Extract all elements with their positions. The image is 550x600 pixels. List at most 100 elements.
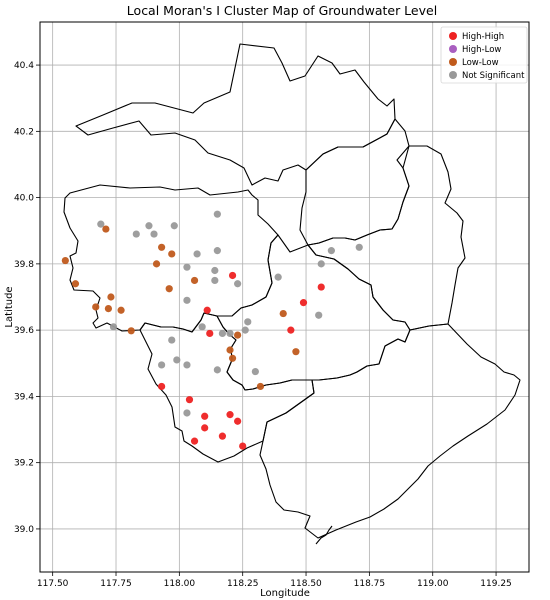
boundary-southeast-coast bbox=[259, 323, 521, 539]
point-not-significant bbox=[198, 323, 206, 331]
point-high-high bbox=[218, 432, 227, 440]
point-low-low bbox=[256, 382, 265, 391]
point-not-significant bbox=[168, 336, 176, 344]
point-not-significant bbox=[170, 222, 178, 230]
point-not-significant bbox=[244, 318, 252, 326]
point-high-high bbox=[299, 299, 308, 307]
point-high-high bbox=[203, 306, 211, 314]
point-high-high bbox=[190, 437, 199, 445]
x-tick-label: 118.75 bbox=[354, 579, 386, 589]
point-not-significant bbox=[211, 276, 219, 285]
point-low-low bbox=[61, 256, 69, 265]
point-low-low bbox=[152, 260, 161, 268]
point-not-significant bbox=[109, 323, 118, 331]
point-not-significant bbox=[150, 230, 158, 238]
cluster-points bbox=[61, 210, 363, 450]
y-tick-label: 40.0 bbox=[14, 194, 34, 204]
point-not-significant bbox=[97, 220, 105, 228]
legend-box bbox=[440, 26, 528, 84]
point-not-significant bbox=[183, 409, 191, 417]
point-low-low bbox=[102, 225, 110, 233]
point-low-low bbox=[165, 285, 173, 293]
point-not-significant bbox=[226, 329, 234, 338]
county-boundaries bbox=[63, 43, 521, 545]
y-tick-label: 40.2 bbox=[14, 127, 34, 137]
plot-area-frame bbox=[39, 21, 530, 573]
point-not-significant bbox=[317, 260, 325, 268]
point-not-significant bbox=[183, 296, 191, 304]
point-low-low bbox=[226, 346, 234, 354]
point-high-high bbox=[234, 417, 242, 425]
point-not-significant bbox=[213, 366, 221, 374]
y-tick-label: 39.6 bbox=[14, 326, 34, 336]
x-tick-label: 119.00 bbox=[417, 579, 449, 589]
point-low-low bbox=[292, 348, 300, 356]
point-not-significant bbox=[183, 263, 191, 271]
point-not-significant bbox=[213, 210, 221, 218]
point-not-significant bbox=[173, 356, 181, 364]
y-tick-label: 39.8 bbox=[14, 260, 34, 270]
point-high-high bbox=[226, 411, 234, 419]
point-high-high bbox=[185, 396, 194, 404]
boundary-island bbox=[315, 525, 333, 545]
x-tick-label: 118.00 bbox=[164, 579, 196, 589]
point-high-high bbox=[228, 271, 237, 280]
point-not-significant bbox=[251, 367, 259, 376]
point-low-low bbox=[104, 304, 113, 313]
axis-ticks: 117.50 117.75 118.00 118.25 118.50 118.75 119.… bbox=[14, 61, 512, 589]
legend-label: Not Significant bbox=[462, 71, 525, 81]
point-low-low bbox=[117, 306, 125, 314]
legend-marker bbox=[449, 45, 457, 53]
point-not-significant bbox=[132, 230, 140, 238]
point-not-significant bbox=[218, 329, 227, 338]
point-not-significant bbox=[193, 250, 201, 258]
point-low-low bbox=[92, 303, 100, 311]
legend-marker bbox=[449, 32, 457, 40]
legend-label: High-Low bbox=[462, 45, 501, 55]
point-high-high bbox=[201, 412, 209, 420]
x-tick-label: 118.25 bbox=[227, 579, 259, 589]
point-not-significant bbox=[213, 247, 221, 255]
point-low-low bbox=[107, 293, 115, 301]
point-not-significant bbox=[315, 311, 323, 319]
point-high-high bbox=[158, 382, 166, 391]
boundary-south-region bbox=[139, 312, 315, 463]
y-tick-label: 39.0 bbox=[14, 525, 34, 535]
y-tick-label: 39.4 bbox=[14, 392, 34, 402]
x-tick-label: 117.50 bbox=[37, 579, 69, 589]
point-not-significant bbox=[355, 243, 363, 251]
x-tick-label: 117.75 bbox=[100, 579, 132, 589]
legend: High-High High-Low Low-Low Not Significant bbox=[440, 26, 528, 84]
x-tick-label: 118.50 bbox=[290, 579, 322, 589]
point-low-low bbox=[190, 276, 199, 285]
point-low-low bbox=[127, 327, 135, 335]
y-tick-label: 40.4 bbox=[14, 61, 34, 71]
point-low-low bbox=[228, 354, 237, 362]
point-high-high bbox=[317, 283, 325, 291]
point-low-low bbox=[279, 309, 287, 318]
point-not-significant bbox=[183, 361, 191, 369]
point-low-low bbox=[71, 280, 80, 288]
legend-label: Low-Low bbox=[462, 58, 499, 68]
point-high-high bbox=[201, 424, 209, 432]
point-high-high bbox=[206, 329, 214, 338]
legend-marker bbox=[449, 58, 457, 66]
chart-title: Local Moran's I Cluster Map of Groundwat… bbox=[127, 3, 437, 18]
point-not-significant bbox=[234, 280, 242, 288]
point-not-significant bbox=[211, 266, 219, 275]
point-not-significant bbox=[274, 273, 282, 281]
point-low-low bbox=[158, 243, 166, 251]
legend-label: High-High bbox=[462, 32, 504, 42]
y-tick-label: 39.2 bbox=[14, 459, 34, 469]
x-axis-label: Longitude bbox=[260, 588, 310, 599]
point-not-significant bbox=[241, 326, 249, 334]
x-tick-label: 119.25 bbox=[480, 579, 512, 589]
point-high-high bbox=[287, 326, 295, 334]
point-high-high bbox=[239, 442, 247, 450]
point-not-significant bbox=[158, 361, 166, 369]
point-not-significant bbox=[327, 247, 335, 255]
point-not-significant bbox=[145, 222, 153, 230]
legend-marker bbox=[449, 71, 457, 79]
point-low-low bbox=[168, 250, 176, 258]
